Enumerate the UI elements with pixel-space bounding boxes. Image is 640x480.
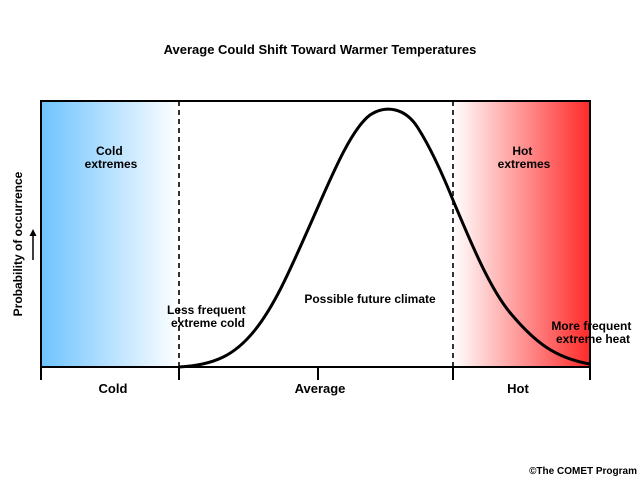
x-axis-label-average: Average	[295, 381, 346, 396]
hot-extremes-region	[453, 101, 590, 367]
cold-tail-annotation-line2: extreme cold	[171, 316, 245, 330]
x-axis-label-hot: Hot	[507, 381, 529, 396]
cold-extremes-label-line1: Cold	[96, 144, 123, 158]
hot-extremes-label-line1: Hot	[512, 144, 532, 158]
cold-extremes-label: Cold extremes	[85, 144, 138, 171]
distribution-curve	[178, 107, 591, 369]
cold-tail-annotation: Less frequent extreme cold	[167, 303, 249, 330]
cold-extremes-label-line2: extremes	[85, 157, 138, 171]
hot-tail-annotation-line1: More frequent	[551, 319, 631, 333]
credit-text: ©The COMET Program	[529, 466, 637, 477]
cold-tail-annotation-line1: Less frequent	[167, 303, 246, 317]
hot-extremes-label: Hot extremes	[498, 144, 551, 171]
x-axis-label-cold: Cold	[99, 381, 128, 396]
center-annotation: Possible future climate	[304, 292, 436, 306]
hot-tail-annotation-line2: extreme heat	[556, 332, 630, 346]
hot-extremes-label-line2: extremes	[498, 157, 551, 171]
y-axis-label: Probability of occurrence	[11, 171, 25, 316]
cold-extremes-region	[41, 101, 179, 367]
up-arrow-icon	[29, 229, 37, 260]
hot-tail-annotation: More frequent extreme heat	[551, 319, 634, 346]
figure-title: Average Could Shift Toward Warmer Temper…	[164, 42, 477, 57]
